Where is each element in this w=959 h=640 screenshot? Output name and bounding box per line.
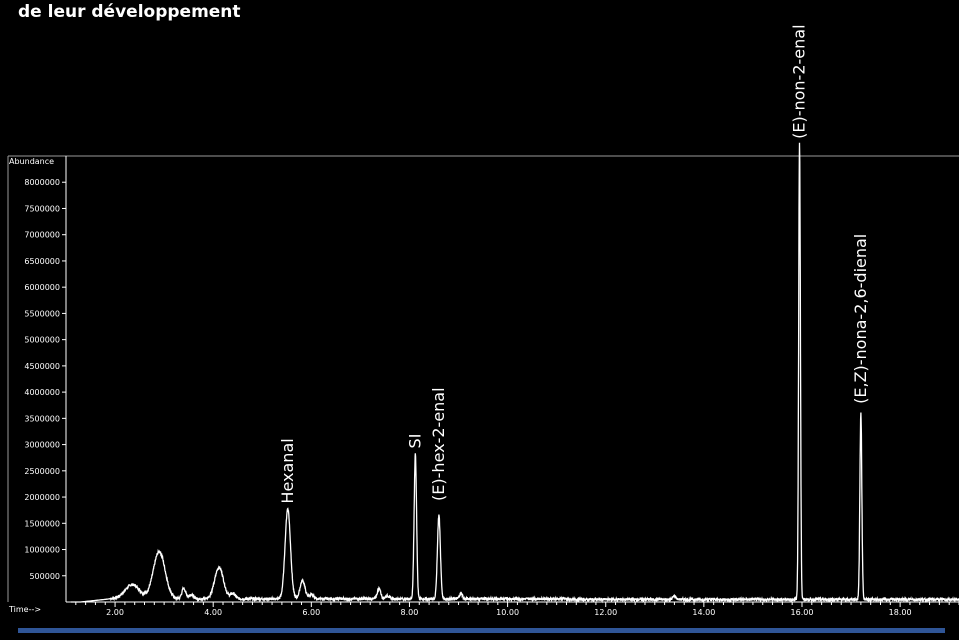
peak-label: (E)-hex-2-enal bbox=[429, 387, 448, 501]
y-tick-label: 4000000 bbox=[24, 388, 60, 397]
x-axis-ticks: 2.00 4.00 6.00 8.00 10.00 12.00 14.00 16.00 18.0… bbox=[75, 602, 959, 617]
y-tick-label: 4500000 bbox=[24, 362, 60, 371]
x-tick-label: 16.00 bbox=[791, 608, 814, 617]
peak-annotations: Hexanal SI (E)-hex-2-enal (E)-non-2-enal (E,… bbox=[278, 24, 870, 503]
y-tick-label: 1000000 bbox=[24, 546, 60, 555]
x-tick-label: 10.00 bbox=[496, 608, 519, 617]
plot-background bbox=[8, 156, 959, 602]
y-tick-label: 5500000 bbox=[24, 309, 60, 318]
y-tick-label: 8000000 bbox=[24, 178, 60, 187]
peak-label: (E,Z)-nona-2,6-dienal bbox=[851, 234, 870, 404]
y-tick-label: 2000000 bbox=[24, 493, 60, 502]
y-tick-label: 2500000 bbox=[24, 467, 60, 476]
bottom-accent-bar bbox=[18, 628, 945, 633]
x-axis-label: Time--> bbox=[8, 605, 41, 614]
y-tick-label: 500000 bbox=[29, 572, 60, 581]
chromatogram-trace bbox=[70, 142, 959, 604]
x-tick-label: 4.00 bbox=[204, 608, 222, 617]
y-tick-label: 5000000 bbox=[24, 336, 60, 345]
x-tick-label: 18.00 bbox=[889, 608, 912, 617]
y-axis-ticks: 500000 1000000 1500000 2000000 2500000 300000… bbox=[24, 178, 66, 581]
y-tick-label: 1500000 bbox=[24, 519, 60, 528]
x-tick-label: 2.00 bbox=[106, 608, 124, 617]
peak-label: SI bbox=[405, 434, 424, 449]
peak-label: (E)-non-2-enal bbox=[790, 24, 809, 138]
y-tick-label: 6500000 bbox=[24, 257, 60, 266]
peak-label: Hexanal bbox=[278, 438, 297, 503]
x-tick-label: 14.00 bbox=[692, 608, 715, 617]
y-tick-label: 3000000 bbox=[24, 441, 60, 450]
y-axis-label: Abundance bbox=[9, 157, 54, 166]
x-tick-label: 12.00 bbox=[594, 608, 617, 617]
y-tick-label: 7500000 bbox=[24, 204, 60, 213]
y-tick-label: 7000000 bbox=[24, 231, 60, 240]
x-tick-label: 8.00 bbox=[401, 608, 419, 617]
x-tick-label: 6.00 bbox=[302, 608, 320, 617]
y-tick-label: 3500000 bbox=[24, 414, 60, 423]
page-heading: de leur développement bbox=[18, 2, 241, 22]
y-tick-label: 6000000 bbox=[24, 283, 60, 292]
